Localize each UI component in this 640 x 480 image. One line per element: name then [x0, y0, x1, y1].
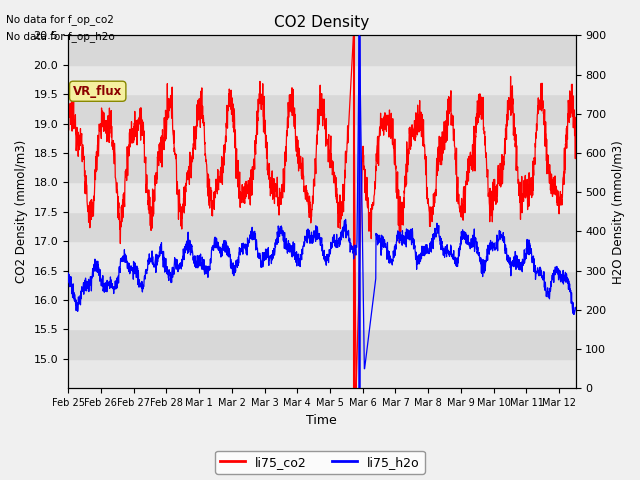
Bar	[68, 153, 575, 182]
Bar	[68, 65, 575, 94]
Title: CO2 Density: CO2 Density	[274, 15, 369, 30]
X-axis label: Time: Time	[307, 414, 337, 427]
Bar	[68, 241, 575, 271]
Bar	[68, 271, 575, 300]
Bar	[68, 300, 575, 329]
Text: No data for f_op_h2o: No data for f_op_h2o	[6, 31, 115, 42]
Bar	[68, 36, 575, 65]
Legend: li75_co2, li75_h2o: li75_co2, li75_h2o	[215, 451, 425, 474]
Bar	[68, 212, 575, 241]
Text: VR_flux: VR_flux	[73, 85, 122, 98]
Bar	[68, 329, 575, 359]
Text: No data for f_op_co2: No data for f_op_co2	[6, 14, 115, 25]
Y-axis label: CO2 Density (mmol/m3): CO2 Density (mmol/m3)	[15, 140, 28, 284]
Bar	[68, 182, 575, 212]
Bar	[68, 123, 575, 153]
Bar	[68, 94, 575, 123]
Y-axis label: H2O Density (mmol/m3): H2O Density (mmol/m3)	[612, 140, 625, 284]
